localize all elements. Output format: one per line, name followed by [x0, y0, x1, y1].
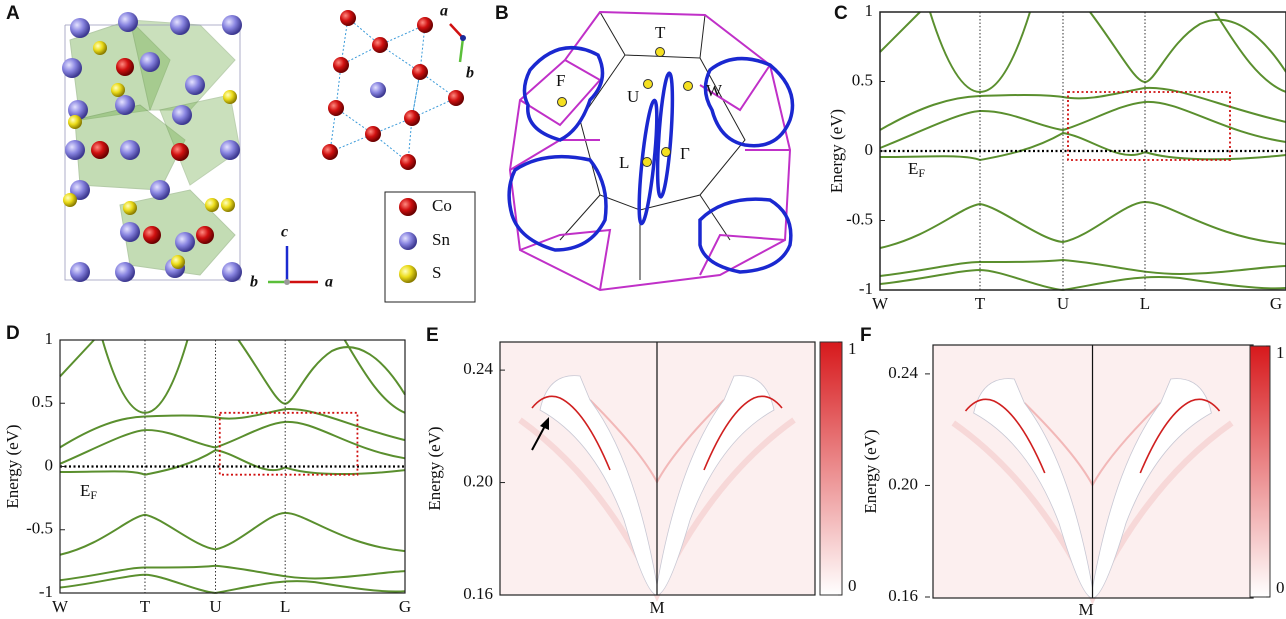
fermi-sub: F: [918, 166, 925, 180]
y-tick-label: 0.24: [463, 359, 493, 378]
x-tick-label: G: [1270, 294, 1282, 313]
colorbar-tick-label: 1: [1276, 343, 1285, 362]
legend-label: Sn: [432, 230, 450, 249]
legend-label: Co: [432, 196, 452, 215]
y-tick-label: 0.24: [888, 363, 918, 382]
panel-letters: A B C D E F: [6, 3, 872, 346]
y-tick-label: -0.5: [26, 519, 53, 538]
y-tick-label: 0.20: [463, 471, 493, 490]
x-tick-label: T: [975, 294, 986, 313]
x-tick-label: M: [649, 598, 664, 617]
x-tick-label: T: [140, 597, 151, 616]
fermi-label: EF: [80, 481, 97, 502]
y-tick-label: 0.20: [888, 474, 918, 493]
axis-labels-a: a b c b a Co Sn S: [250, 3, 474, 291]
k-point-label: L: [619, 153, 629, 172]
panel-letter: B: [495, 3, 509, 24]
colorbar-tick-label: 0: [848, 576, 857, 595]
panel-letter: F: [860, 325, 872, 346]
crystal-structure: [62, 12, 242, 282]
y-tick-label: 0: [45, 455, 54, 474]
fermi-main: E: [80, 481, 90, 500]
brillouin-zone: T F U W L Γ: [507, 10, 795, 292]
fermi-main: E: [908, 159, 918, 178]
x-tick-label: G: [399, 597, 411, 616]
legend-label: S: [432, 263, 441, 282]
y-tick-label: -1: [859, 279, 873, 298]
axis-label: a: [325, 274, 333, 291]
y-tick-label: 1: [45, 329, 54, 348]
colorbar-tick-label: 1: [848, 339, 857, 358]
x-tick-label: U: [209, 597, 221, 616]
y-axis-label: Energy (eV): [827, 109, 846, 193]
axis-label: a: [440, 3, 448, 20]
y-axis-label: Energy (eV): [425, 426, 444, 510]
fermi-label: EF: [908, 159, 925, 180]
y-tick-label: 0.16: [463, 584, 493, 603]
y-tick-label: 0: [865, 140, 874, 159]
panel-letter: E: [426, 325, 439, 346]
k-point-label: T: [655, 23, 666, 42]
y-tick-label: -1: [39, 582, 53, 601]
panel-letter: A: [6, 3, 20, 24]
x-tick-label: M: [1078, 600, 1093, 619]
panel-letter: C: [834, 3, 848, 24]
y-tick-label: 0.5: [32, 392, 53, 411]
colorbar-tick-label: 0: [1276, 578, 1285, 597]
k-point-label: Γ: [680, 144, 690, 163]
panel-letter: D: [6, 323, 20, 344]
x-tick-label: W: [52, 597, 69, 616]
axis-label: b: [466, 65, 474, 82]
axis-label: b: [250, 274, 258, 291]
axis-label: c: [281, 224, 288, 241]
x-tick-label: L: [280, 597, 290, 616]
kagome-layer: [268, 10, 476, 303]
fermi-sub: F: [90, 488, 97, 502]
y-tick-label: -0.5: [846, 209, 873, 228]
y-tick-label: 0.16: [888, 586, 918, 605]
x-tick-label: L: [1140, 294, 1150, 313]
y-tick-label: 1: [865, 1, 874, 20]
k-point-label: U: [627, 87, 639, 106]
y-axis-label: Energy (eV): [3, 424, 22, 508]
y-tick-label: 0.5: [852, 70, 873, 89]
y-axis-label: Energy (eV): [861, 429, 880, 513]
k-point-label: W: [706, 81, 723, 100]
x-tick-label: W: [872, 294, 889, 313]
k-point-label: F: [556, 71, 565, 90]
spectral-map: [500, 342, 1271, 598]
x-tick-label: U: [1057, 294, 1069, 313]
